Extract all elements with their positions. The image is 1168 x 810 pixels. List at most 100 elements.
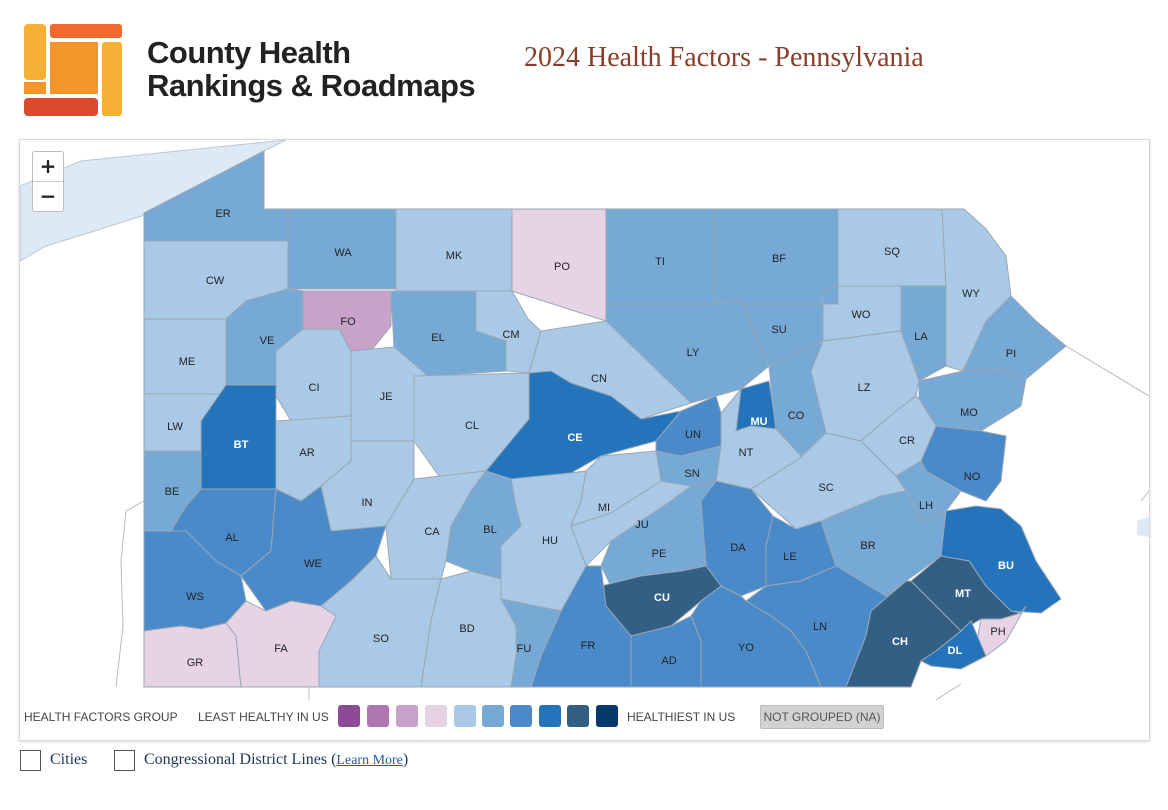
county-label-fu: FU (517, 643, 532, 655)
county-label-ve: VE (260, 335, 275, 347)
legend-swatch-2 (367, 705, 389, 727)
county-gr[interactable] (143, 622, 242, 688)
county-label-la: LA (914, 331, 928, 343)
county-label-al: AL (225, 532, 238, 544)
county-label-sc: SC (818, 482, 833, 494)
county-label-ci: CI (309, 382, 320, 394)
legend-swatch-1 (338, 705, 360, 727)
county-dl[interactable] (920, 620, 987, 670)
county-label-nt: NT (739, 447, 754, 459)
county-label-fo: FO (340, 316, 356, 328)
county-label-sq: SQ (884, 246, 900, 258)
county-label-po: PO (554, 261, 570, 273)
county-label-pe: PE (652, 548, 667, 560)
county-label-sn: SN (684, 468, 699, 480)
cities-label: Cities (50, 751, 88, 768)
county-layer (143, 150, 1067, 688)
legend-swatch-3 (396, 705, 418, 727)
county-label-cn: CN (591, 373, 607, 385)
legend-swatch-4 (425, 705, 447, 727)
county-label-cw: CW (206, 275, 225, 287)
county-label-fa: FA (274, 643, 288, 655)
county-la[interactable] (900, 285, 947, 382)
county-label-ju: JU (635, 519, 649, 531)
county-label-je: JE (380, 391, 393, 403)
legend-swatch-6 (482, 705, 504, 727)
learn-more-link[interactable]: Learn More (336, 753, 403, 768)
county-label-lz: LZ (858, 382, 871, 394)
legend-not-grouped: NOT GROUPED (NA) (760, 705, 884, 729)
county-label-bu: BU (998, 560, 1014, 572)
county-label-ti: TI (655, 256, 665, 268)
county-fu[interactable] (500, 598, 562, 688)
county-label-ad: AD (661, 655, 676, 667)
pennsylvania-map[interactable]: ER WA MK PO TI BF SQ WY CW FO EL CM WO LA PI SU ME VE LY CN… (20, 140, 1149, 700)
county-label-be: BE (165, 486, 180, 498)
district-lines-label: Congressional District Lines (Learn More… (144, 751, 409, 768)
county-label-gr: GR (187, 657, 204, 669)
county-label-cl: CL (465, 420, 479, 432)
county-label-mt: MT (955, 588, 971, 600)
legend-swatch-9 (567, 705, 589, 727)
county-label-fr: FR (581, 640, 596, 652)
county-label-no: NO (964, 471, 981, 483)
map-panel[interactable]: ER WA MK PO TI BF SQ WY CW FO EL CM WO LA PI SU ME VE LY CN… (19, 139, 1150, 741)
county-pe[interactable] (600, 480, 718, 587)
county-label-mu: MU (750, 416, 767, 428)
county-label-in: IN (362, 497, 373, 509)
county-label-bd: BD (459, 623, 474, 635)
legend: HEALTH FACTORS GROUP LEAST HEALTHY IN US… (20, 704, 1149, 730)
county-label-wo: WO (852, 309, 871, 321)
zoom-control: + − (32, 151, 64, 212)
county-label-bl: BL (483, 524, 496, 536)
county-label-cu: CU (654, 592, 670, 604)
county-label-mi: MI (598, 502, 610, 514)
county-label-wy: WY (962, 288, 980, 300)
county-label-we: WE (304, 558, 322, 570)
county-ci[interactable] (275, 328, 352, 422)
county-label-ly: LY (687, 347, 700, 359)
county-label-mk: MK (446, 250, 463, 262)
atlantic-water (1137, 517, 1149, 537)
county-label-hu: HU (542, 535, 558, 547)
page-title: 2024 Health Factors - Pennsylvania (524, 42, 924, 73)
county-label-cr: CR (899, 435, 915, 447)
zoom-out-button[interactable]: − (33, 181, 63, 211)
county-label-br: BR (860, 540, 875, 552)
county-label-er: ER (215, 208, 230, 220)
county-label-su: SU (771, 324, 786, 336)
county-ph[interactable] (975, 605, 1027, 657)
legend-swatch-7 (510, 705, 532, 727)
county-label-dl: DL (948, 645, 963, 657)
county-label-cm: CM (502, 329, 519, 341)
county-label-lw: LW (167, 421, 183, 433)
county-label-wa: WA (334, 247, 352, 259)
county-label-el: EL (431, 332, 444, 344)
county-label-ar: AR (299, 447, 314, 459)
legend-swatch-10 (596, 705, 618, 727)
zoom-in-button[interactable]: + (39, 154, 57, 178)
county-label-le: LE (783, 551, 796, 563)
brand-line-1: County Health (147, 35, 351, 70)
county-yo[interactable] (690, 585, 822, 688)
district-lines-checkbox[interactable] (114, 750, 135, 771)
legend-swatch-8 (539, 705, 561, 727)
legend-group-label: HEALTH FACTORS GROUP (24, 710, 178, 724)
county-mo[interactable] (918, 368, 1027, 432)
county-label-ws: WS (186, 591, 204, 603)
county-label-yo: YO (738, 642, 754, 654)
county-labels: ER WA MK PO TI BF SQ WY CW FO EL CM WO LA PI SU ME VE LY CN… (165, 208, 1017, 669)
legend-swatch-5 (454, 705, 476, 727)
chr-logo-mark (24, 24, 122, 116)
cities-checkbox[interactable] (20, 750, 41, 771)
county-label-bt: BT (234, 439, 249, 451)
roads (115, 345, 1149, 700)
county-fa[interactable] (225, 600, 337, 688)
county-label-ca: CA (424, 526, 440, 538)
county-label-me: ME (179, 356, 196, 368)
county-label-bf: BF (772, 253, 786, 265)
legend-least-label: LEAST HEALTHY IN US (198, 710, 329, 724)
county-label-so: SO (373, 633, 389, 645)
county-label-un: UN (685, 429, 701, 441)
brand-name[interactable]: County Health Rankings & Roadmaps (147, 35, 476, 102)
